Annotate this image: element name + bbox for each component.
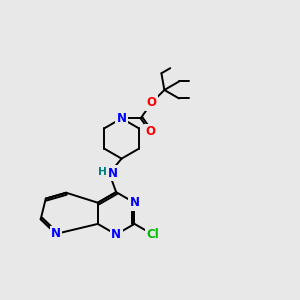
Text: N: N bbox=[117, 112, 127, 125]
Text: N: N bbox=[111, 228, 121, 241]
Text: O: O bbox=[147, 96, 157, 109]
Text: N: N bbox=[51, 227, 61, 240]
Text: O: O bbox=[145, 125, 155, 138]
Text: N: N bbox=[108, 167, 118, 180]
Text: H: H bbox=[98, 167, 107, 176]
Text: N: N bbox=[130, 196, 140, 209]
Text: Cl: Cl bbox=[146, 228, 159, 241]
